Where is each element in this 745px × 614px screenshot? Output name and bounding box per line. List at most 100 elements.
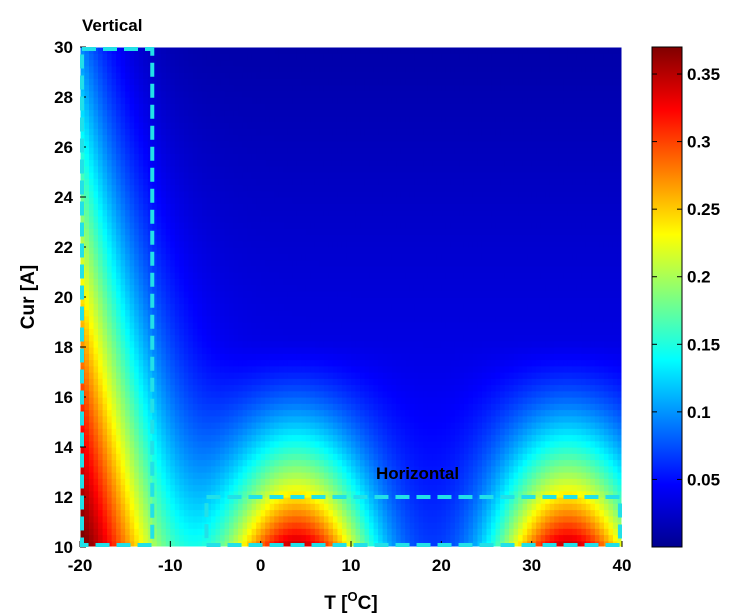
heatmap-cell xyxy=(210,115,217,123)
heatmap-cell xyxy=(287,347,293,354)
heatmap-cell xyxy=(301,528,307,536)
heatmap-cell xyxy=(89,209,95,217)
heatmap-cell xyxy=(341,190,348,198)
heatmap-cell xyxy=(156,365,162,373)
heatmap-cell xyxy=(129,134,135,142)
heatmap-cell xyxy=(224,134,230,142)
heatmap-cell xyxy=(98,290,104,298)
heatmap-cell xyxy=(314,290,320,298)
heatmap-cell xyxy=(210,390,217,398)
heatmap-cell xyxy=(165,384,171,392)
heatmap-cell xyxy=(224,59,230,67)
heatmap-cell xyxy=(305,415,311,423)
heatmap-cell xyxy=(278,290,284,298)
heatmap-cell xyxy=(251,78,257,86)
heatmap-cell xyxy=(165,359,171,367)
heatmap-cell xyxy=(107,222,113,229)
heatmap-cell xyxy=(138,359,144,367)
heatmap-cell xyxy=(98,378,104,386)
heatmap-cell xyxy=(174,272,180,279)
heatmap-cell xyxy=(355,522,361,529)
heatmap-cell xyxy=(183,203,189,211)
heatmap-cell xyxy=(206,65,212,73)
heatmap-cell xyxy=(161,128,167,136)
heatmap-cell xyxy=(192,178,199,186)
heatmap-cell xyxy=(242,540,248,547)
heatmap-cell xyxy=(346,509,352,517)
heatmap-cell xyxy=(319,484,325,492)
heatmap-cell xyxy=(355,372,361,379)
heatmap-cell xyxy=(287,147,293,154)
heatmap-cell xyxy=(337,153,343,161)
heatmap-cell xyxy=(251,340,257,348)
heatmap-cell xyxy=(129,440,135,448)
heatmap-cell xyxy=(161,459,167,467)
heatmap-cell xyxy=(102,378,108,386)
heatmap-cell xyxy=(238,272,244,279)
heatmap-cell xyxy=(201,303,208,311)
heatmap-cell xyxy=(351,472,357,479)
heatmap-cell xyxy=(341,397,348,404)
heatmap-cell xyxy=(201,465,208,473)
heatmap-cell xyxy=(269,515,275,523)
heatmap-cell xyxy=(174,97,180,104)
heatmap-cell xyxy=(143,459,149,467)
heatmap-cell xyxy=(107,515,113,523)
heatmap-cell xyxy=(305,222,311,229)
heatmap-cell xyxy=(251,47,257,54)
heatmap-cell xyxy=(98,65,104,73)
heatmap-cell xyxy=(238,453,244,461)
heatmap-cell xyxy=(319,528,325,536)
heatmap-cell xyxy=(332,297,339,304)
heatmap-cell xyxy=(319,203,325,211)
heatmap-cell xyxy=(332,47,339,54)
heatmap-cell xyxy=(143,359,149,367)
heatmap-cell xyxy=(251,178,257,186)
heatmap-cell xyxy=(98,365,104,373)
heatmap-cell xyxy=(134,309,140,317)
heatmap-cell xyxy=(256,440,262,448)
heatmap-cell xyxy=(274,284,280,292)
heatmap-cell xyxy=(84,190,90,198)
heatmap-cell xyxy=(337,378,343,386)
heatmap-cell xyxy=(305,534,311,542)
heatmap-cell xyxy=(328,497,334,504)
heatmap-cell xyxy=(107,472,113,479)
heatmap-cell xyxy=(251,378,257,386)
heatmap-cell xyxy=(201,253,208,261)
heatmap-cell xyxy=(183,522,189,529)
heatmap-cell xyxy=(179,240,185,248)
heatmap-cell xyxy=(328,297,334,304)
heatmap-cell xyxy=(220,103,226,111)
heatmap-cell xyxy=(287,384,293,392)
heatmap-cell xyxy=(102,340,108,348)
heatmap-cell xyxy=(165,284,171,292)
heatmap-cell xyxy=(183,84,189,92)
heatmap-cell xyxy=(310,372,316,379)
heatmap-cell xyxy=(337,215,343,223)
heatmap-cell xyxy=(188,503,194,511)
heatmap-cell xyxy=(265,103,271,111)
heatmap-cell xyxy=(296,322,302,329)
heatmap-cell xyxy=(274,372,280,379)
heatmap-cell xyxy=(341,172,348,179)
heatmap-cell xyxy=(102,215,108,223)
heatmap-cell xyxy=(188,403,194,411)
heatmap-cell xyxy=(129,409,135,417)
heatmap-cell xyxy=(210,65,217,73)
heatmap-cell xyxy=(269,240,275,248)
heatmap-cell xyxy=(251,140,257,148)
heatmap-cell xyxy=(251,53,257,61)
heatmap-cell xyxy=(192,453,199,461)
heatmap-cell xyxy=(269,122,275,129)
heatmap-cell xyxy=(287,422,293,429)
heatmap-cell xyxy=(152,490,158,498)
heatmap-cell xyxy=(260,497,266,504)
heatmap-cell xyxy=(310,159,316,167)
heatmap-cell xyxy=(287,303,293,311)
heatmap-cell xyxy=(283,203,289,211)
heatmap-cell xyxy=(355,309,361,317)
heatmap-cell xyxy=(174,447,180,454)
heatmap-cell xyxy=(265,97,271,104)
heatmap-cell xyxy=(165,53,171,61)
